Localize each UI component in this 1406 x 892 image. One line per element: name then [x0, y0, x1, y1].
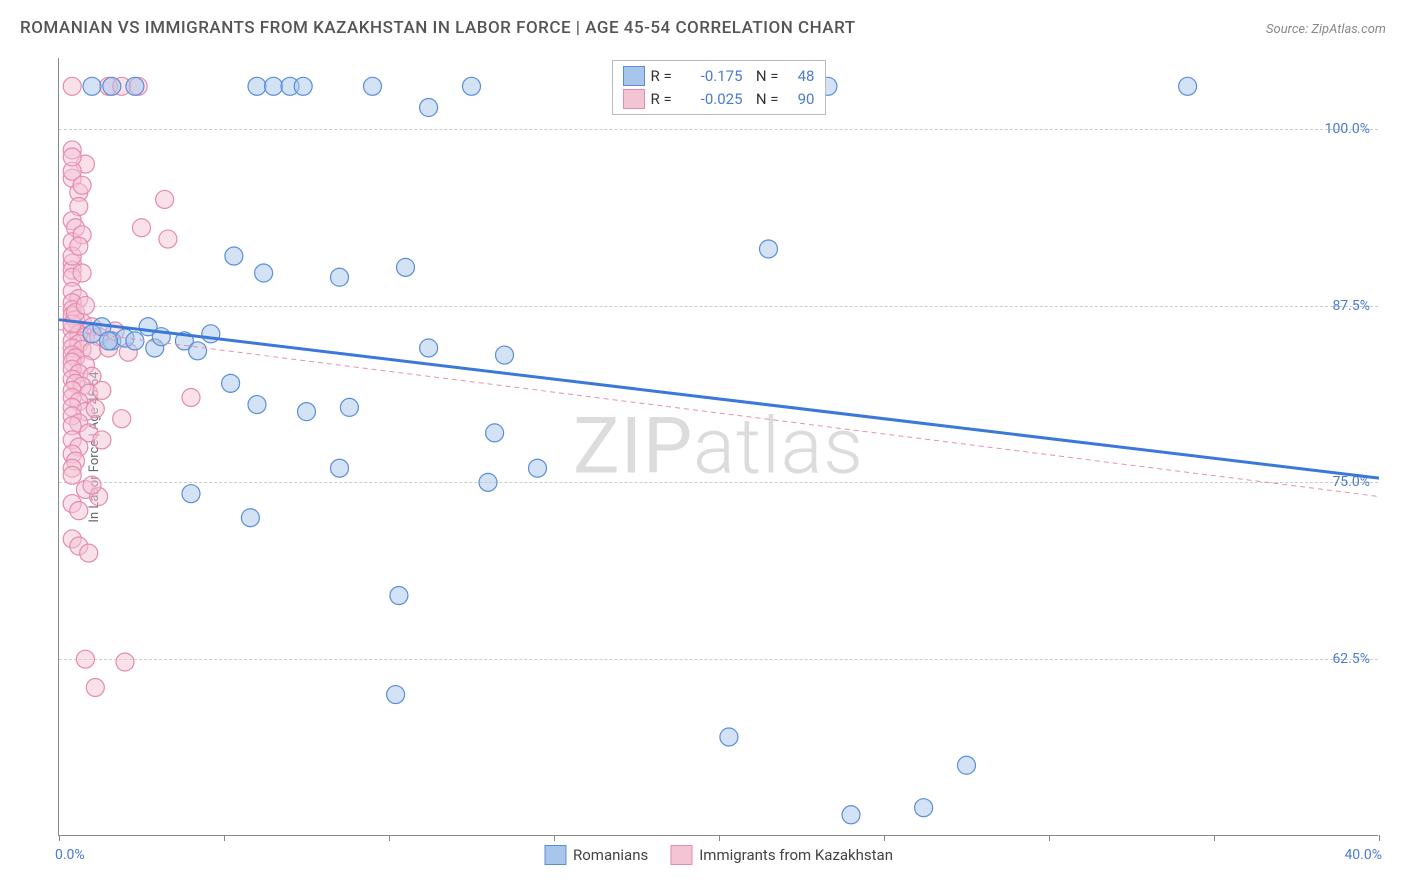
x-axis-max-label: 40.0%: [1344, 847, 1382, 863]
data-point: [126, 332, 144, 350]
n-value-romanians: 48: [785, 65, 815, 88]
data-point: [496, 346, 514, 364]
data-point: [182, 388, 200, 406]
data-point: [294, 77, 312, 95]
data-point: [76, 297, 94, 315]
swatch-icon: [544, 845, 566, 865]
x-tick: [1379, 835, 1380, 841]
data-point: [70, 502, 88, 520]
x-axis-min-label: 0.0%: [55, 847, 85, 863]
data-point: [103, 77, 121, 95]
data-point: [387, 686, 405, 704]
data-point: [255, 264, 273, 282]
data-point: [298, 403, 316, 421]
x-tick: [224, 835, 225, 841]
data-point: [420, 339, 438, 357]
data-point: [63, 148, 81, 166]
data-point: [76, 650, 94, 668]
legend-row-kazakhstan: R = -0.025 N = 90: [623, 88, 815, 111]
data-point: [63, 466, 81, 484]
scatter-svg: [59, 58, 1378, 835]
data-point: [63, 77, 81, 95]
data-point: [248, 77, 266, 95]
data-point: [529, 459, 547, 477]
data-point: [116, 653, 134, 671]
swatch-icon: [670, 845, 692, 865]
data-point: [720, 728, 738, 746]
x-tick: [389, 835, 390, 841]
chart-title: ROMANIAN VS IMMIGRANTS FROM KAZAKHSTAN I…: [20, 18, 856, 38]
data-point: [83, 476, 101, 494]
data-point: [842, 806, 860, 824]
data-point: [331, 268, 349, 286]
data-point: [463, 77, 481, 95]
data-point: [93, 381, 111, 399]
data-point: [93, 431, 111, 449]
data-point: [248, 396, 266, 414]
data-point: [915, 799, 933, 817]
data-point: [760, 240, 778, 258]
data-point: [133, 219, 151, 237]
data-point: [73, 264, 91, 282]
swatch-kazakhstan: [623, 89, 645, 109]
r-value-kazakhstan: -0.025: [685, 88, 743, 111]
x-tick: [1049, 835, 1050, 841]
data-point: [83, 77, 101, 95]
correlation-legend: R = -0.175 N = 48 R = -0.025 N = 90: [612, 60, 826, 115]
data-point: [126, 77, 144, 95]
x-tick: [59, 835, 60, 841]
data-point: [241, 509, 259, 527]
x-tick: [1214, 835, 1215, 841]
data-point: [113, 410, 131, 428]
data-point: [159, 230, 177, 248]
data-point: [1179, 77, 1197, 95]
r-value-romanians: -0.175: [685, 65, 743, 88]
data-point: [182, 485, 200, 503]
data-point: [397, 258, 415, 276]
source-label: Source: ZipAtlas.com: [1266, 22, 1386, 37]
data-point: [156, 190, 174, 208]
data-point: [265, 77, 283, 95]
data-point: [390, 587, 408, 605]
data-point: [73, 176, 91, 194]
data-point: [189, 342, 207, 360]
data-point: [420, 99, 438, 117]
data-point: [225, 247, 243, 265]
title-bar: ROMANIAN VS IMMIGRANTS FROM KAZAKHSTAN I…: [20, 18, 1386, 38]
legend-item-romanians: Romanians: [544, 845, 648, 865]
legend-item-kazakhstan: Immigrants from Kazakhstan: [670, 845, 893, 865]
data-point: [331, 459, 349, 477]
data-point: [958, 756, 976, 774]
data-point: [364, 77, 382, 95]
data-point: [86, 400, 104, 418]
n-value-kazakhstan: 90: [785, 88, 815, 111]
x-tick: [884, 835, 885, 841]
legend-row-romanians: R = -0.175 N = 48: [623, 65, 815, 88]
x-tick: [719, 835, 720, 841]
data-point: [70, 237, 88, 255]
series-legend: Romanians Immigrants from Kazakhstan: [544, 845, 893, 865]
data-point: [479, 473, 497, 491]
data-point: [100, 332, 118, 350]
plot-area: In Labor Force | Age 45-54 ZIPatlas 62.5…: [58, 58, 1378, 836]
data-point: [80, 544, 98, 562]
data-point: [222, 374, 240, 392]
x-tick: [554, 835, 555, 841]
data-point: [86, 678, 104, 696]
data-point: [340, 398, 358, 416]
data-point: [486, 424, 504, 442]
swatch-romanians: [623, 66, 645, 86]
